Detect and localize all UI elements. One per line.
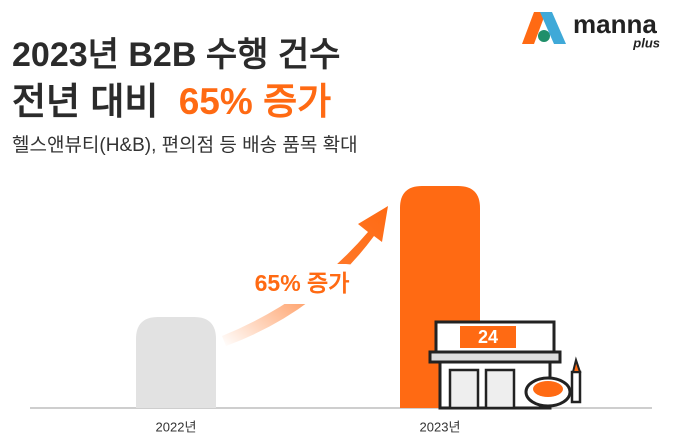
title: 2023년 B2B 수행 건수 (12, 36, 340, 74)
annotation-pill (238, 264, 366, 304)
store-illustration: 24 (428, 320, 582, 410)
bar (136, 316, 216, 408)
annotation: 65% 증가 (255, 270, 350, 296)
store-sign: 24 (478, 327, 498, 347)
logo: manna plus (522, 9, 660, 50)
x-tick-label: 2023년 (420, 419, 461, 434)
growth-arrow (222, 206, 388, 346)
brand-tag: plus (632, 35, 660, 50)
headline-highlight: 65% 증가 (179, 81, 331, 122)
headline: 전년 대비 65% 증가 (12, 81, 331, 122)
subtitle: 헬스앤뷰티(H&B), 편의점 등 배송 품목 확대 (12, 134, 358, 156)
x-tick-label: 2022년 (156, 419, 197, 434)
headline-prefix: 전년 대비 (12, 81, 158, 122)
brand-name: manna (573, 9, 657, 39)
